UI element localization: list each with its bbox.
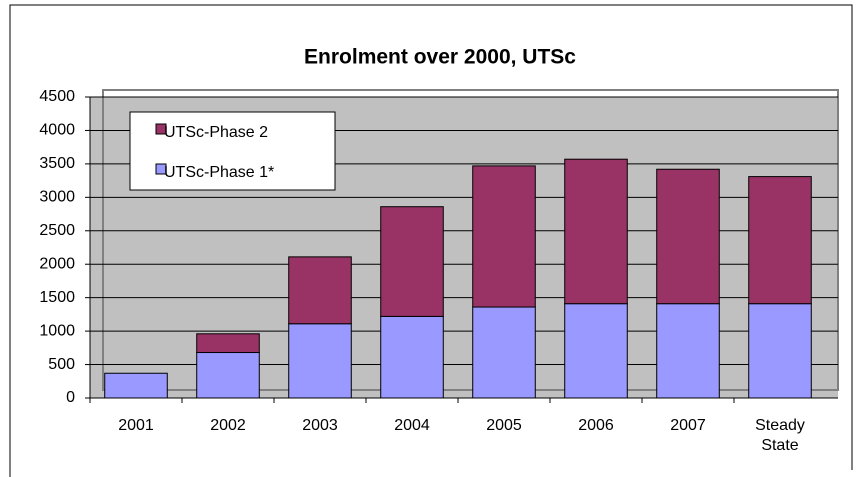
plot-border — [102, 89, 839, 391]
bar-segment — [564, 303, 628, 399]
legend-label: UTSc-Phase 1* — [164, 164, 274, 181]
x-tick-label: 2004 — [394, 417, 430, 434]
x-tick-label: 2002 — [210, 417, 246, 434]
x-tick-label: 2006 — [578, 417, 614, 434]
legend-swatch — [155, 123, 167, 135]
y-tick-label: 3500 — [39, 155, 75, 172]
y-tick-label: 4000 — [39, 122, 75, 139]
y-tick-label: 2500 — [39, 222, 75, 239]
y-tick-label: 0 — [66, 389, 75, 406]
bar-segment — [196, 352, 260, 399]
x-tick-label: 2001 — [118, 417, 154, 434]
x-tick-label: Steady State — [755, 417, 805, 454]
legend-swatch — [155, 163, 167, 175]
bar-segment — [748, 176, 812, 305]
y-tick-label: 500 — [48, 356, 75, 373]
bar-segment — [564, 158, 628, 305]
bar-segment — [196, 333, 260, 354]
bar-segment — [472, 165, 536, 308]
y-tick-label: 4500 — [39, 88, 75, 105]
chart-frame — [9, 4, 853, 477]
bar-segment — [380, 206, 444, 317]
bar-segment — [472, 306, 536, 399]
x-tick-label: 2003 — [302, 417, 338, 434]
bar-segment — [288, 323, 352, 399]
bar-segment — [380, 315, 444, 399]
bar-segment — [656, 168, 720, 305]
bar-segment — [656, 303, 720, 399]
bar-segment — [288, 256, 352, 325]
x-tick-label: 2007 — [670, 417, 706, 434]
chart-title: Enrolment over 2000, UTSc — [304, 46, 576, 69]
y-tick-label: 1500 — [39, 289, 75, 306]
bar-segment — [104, 372, 168, 399]
y-tick-label: 3000 — [39, 189, 75, 206]
bar-segment — [748, 303, 812, 399]
x-tick-label: 2005 — [486, 417, 522, 434]
legend-label: UTSc-Phase 2 — [164, 124, 268, 141]
y-tick-label: 1000 — [39, 322, 75, 339]
y-tick-label: 2000 — [39, 255, 75, 272]
